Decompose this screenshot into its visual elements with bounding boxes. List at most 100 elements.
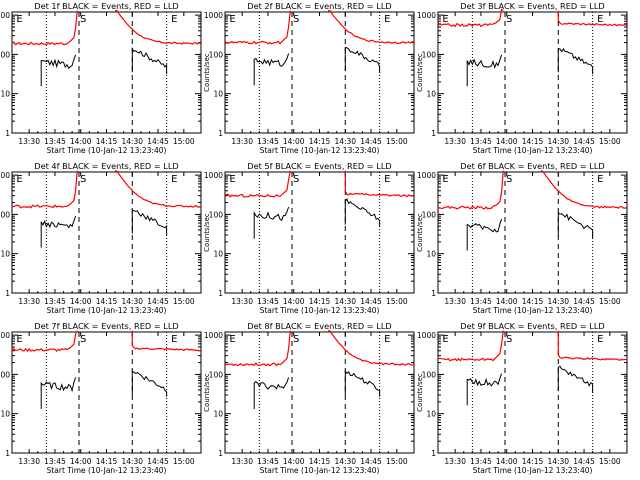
y-tick-label: 1 [5, 129, 10, 138]
x-tick-label: 14:00 [70, 297, 92, 306]
y-tick-label: 10 [213, 410, 223, 419]
plot-frame [224, 171, 415, 294]
x-tick-label: 14:15 [522, 457, 544, 466]
x-tick-label: 13:30 [444, 457, 466, 466]
x-axis-label: Start Time (10-Jan-12 13:23:40) [260, 146, 380, 155]
y-tick-label: 10 [426, 90, 436, 99]
marker-label: E [384, 174, 390, 185]
events-series [466, 365, 594, 406]
events-series [466, 211, 594, 251]
y-tick-label: 1000 [204, 11, 223, 20]
lld-series [11, 170, 202, 209]
x-tick-label: 14:30 [547, 137, 569, 146]
plot-frame [11, 11, 202, 134]
events-series [253, 369, 381, 409]
marker-label: E [597, 174, 603, 185]
events-series [253, 46, 381, 86]
marker-label: E [597, 14, 603, 25]
y-tick-label: 10 [0, 410, 10, 419]
lld-series [224, 170, 415, 198]
x-tick-label: 14:15 [522, 137, 544, 146]
x-tick-label: 14:15 [96, 297, 118, 306]
x-tick-label: 14:00 [496, 137, 518, 146]
x-tick-label: 13:30 [231, 137, 253, 146]
y-tick-label: 1000 [204, 171, 223, 180]
marker-label: E [442, 174, 448, 185]
panel-title: Det 2f BLACK = Events, RED = LLD [247, 1, 391, 11]
x-axis-label: Start Time (10-Jan-12 13:23:40) [473, 466, 593, 475]
x-tick-label: 14:30 [547, 457, 569, 466]
y-axis-label: Counts/sec [203, 213, 211, 252]
x-tick-label: 13:30 [444, 137, 466, 146]
plot-frame [224, 331, 415, 454]
marker-label: E [384, 334, 390, 345]
events-series [40, 46, 168, 87]
x-tick-label: 14:30 [121, 137, 143, 146]
x-tick-label: 13:45 [44, 297, 66, 306]
x-axis-label: Start Time (10-Jan-12 13:23:40) [260, 466, 380, 475]
y-axis-label: Counts/sec [203, 373, 211, 412]
x-tick-label: 13:30 [231, 457, 253, 466]
x-axis-label: Start Time (10-Jan-12 13:23:40) [47, 466, 167, 475]
x-tick-label: 14:30 [334, 297, 356, 306]
x-tick-label: 14:15 [96, 457, 118, 466]
marker-label: S [506, 334, 512, 345]
lld-series [11, 330, 202, 353]
x-tick-label: 13:30 [18, 457, 40, 466]
plot-frame [437, 331, 628, 454]
x-tick-label: 14:45 [147, 297, 169, 306]
panel-det-4: Det 4f BLACK = Events, RED = LLD 13:30 13:… [0, 161, 202, 315]
x-tick-label: 13:45 [470, 297, 492, 306]
marker-label: S [80, 334, 86, 345]
x-axis-label: Start Time (10-Jan-12 13:23:40) [47, 146, 167, 155]
marker-label: E [442, 334, 448, 345]
x-axis-label: Start Time (10-Jan-12 13:23:40) [473, 306, 593, 315]
y-tick-label: 1 [431, 289, 436, 298]
y-tick-label: 10 [0, 90, 10, 99]
plot-frame [224, 11, 415, 134]
y-tick-label: 100 [209, 210, 224, 219]
x-tick-label: 14:30 [547, 297, 569, 306]
y-tick-label: 10 [213, 250, 223, 259]
y-tick-label: 100 [0, 50, 10, 59]
x-tick-label: 13:30 [18, 137, 40, 146]
x-tick-label: 13:30 [18, 297, 40, 306]
y-tick-label: 1000 [417, 171, 436, 180]
x-tick-label: 14:45 [360, 137, 382, 146]
y-axis-label: Counts/sec [416, 213, 424, 252]
x-tick-label: 15:00 [386, 137, 408, 146]
y-tick-label: 1 [218, 129, 223, 138]
panel-title: Det 8f BLACK = Events, RED = LLD [247, 321, 391, 331]
x-tick-label: 14:30 [121, 457, 143, 466]
x-tick-label: 14:00 [496, 297, 518, 306]
x-tick-label: 14:45 [147, 457, 169, 466]
y-tick-label: 100 [0, 370, 10, 379]
x-tick-label: 14:15 [309, 297, 331, 306]
events-series [40, 209, 168, 248]
x-tick-label: 14:00 [70, 137, 92, 146]
panel-title: Det 5f BLACK = Events, RED = LLD [247, 161, 391, 171]
panel-title: Det 9f BLACK = Events, RED = LLD [460, 321, 604, 331]
lld-series [11, 10, 202, 46]
plot-frame [437, 171, 628, 294]
y-tick-label: 1000 [204, 331, 223, 340]
y-tick-label: 1 [218, 449, 223, 458]
x-tick-label: 14:00 [283, 137, 305, 146]
x-tick-label: 14:45 [360, 457, 382, 466]
x-tick-label: 13:45 [470, 457, 492, 466]
panel-title: Det 4f BLACK = Events, RED = LLD [34, 161, 178, 171]
panel-title: Det 6f BLACK = Events, RED = LLD [460, 161, 604, 171]
marker-label: E [16, 334, 22, 345]
marker-label: E [171, 334, 177, 345]
y-tick-label: 1000 [417, 11, 436, 20]
y-tick-label: 100 [209, 370, 224, 379]
x-tick-label: 14:00 [496, 457, 518, 466]
lld-series [224, 10, 415, 45]
x-tick-label: 14:30 [121, 297, 143, 306]
marker-label: S [293, 174, 299, 185]
y-tick-label: 100 [422, 50, 437, 59]
y-tick-label: 100 [422, 370, 437, 379]
x-tick-label: 13:45 [44, 137, 66, 146]
panel-det-8: Det 8f BLACK = Events, RED = LLD 13:30 13:… [203, 321, 415, 475]
